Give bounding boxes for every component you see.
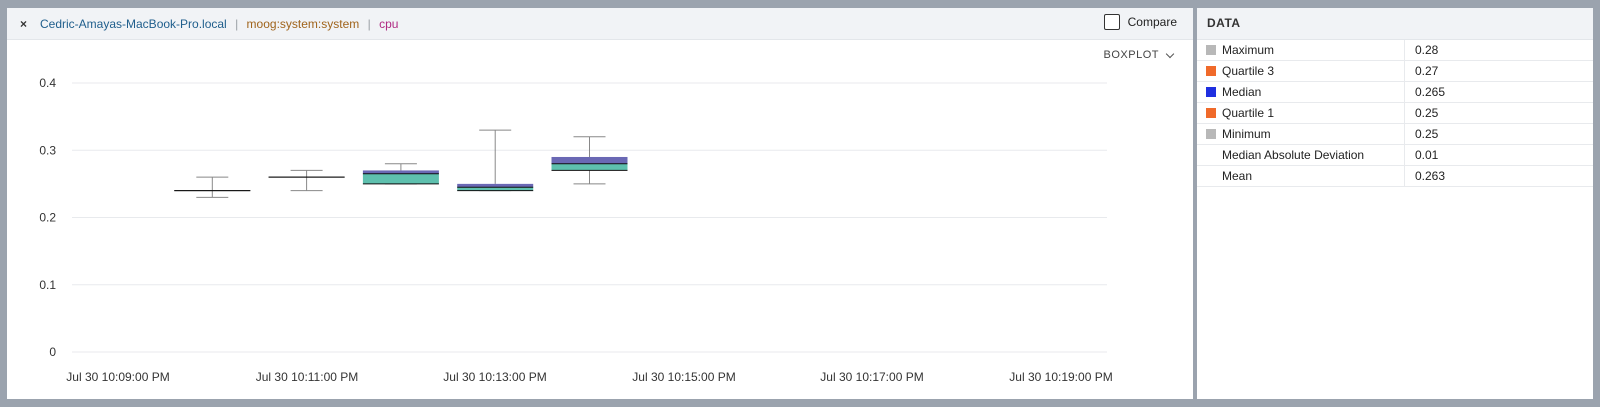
breadcrumb-host[interactable]: Cedric-Amayas-MacBook-Pro.local	[40, 17, 227, 31]
data-row: Quartile 1 0.25	[1197, 102, 1593, 124]
x-tick-label: Jul 30 10:13:00 PM	[443, 370, 546, 384]
data-panel: DATA Maximum 0.28 Quartile 3 0.27 Median 0.26…	[1197, 8, 1593, 399]
legend-swatch	[1206, 66, 1216, 76]
lower-box	[551, 163, 628, 171]
breadcrumb: Cedric-Amayas-MacBook-Pro.local | moog:s…	[40, 17, 398, 31]
data-row-label: Quartile 1	[1222, 106, 1275, 120]
legend-swatch	[1206, 108, 1216, 118]
data-table: Maximum 0.28 Quartile 3 0.27 Median 0.265 Quar…	[1197, 40, 1593, 187]
data-row-label-cell: Minimum	[1197, 123, 1405, 145]
chart-panel: × Cedric-Amayas-MacBook-Pro.local | moog…	[7, 8, 1193, 399]
data-row-label: Median	[1222, 85, 1262, 99]
y-tick-label: 0.1	[39, 278, 56, 292]
data-row-label: Mean	[1222, 169, 1253, 183]
data-row-label: Median Absolute Deviation	[1222, 148, 1365, 162]
data-panel-title: DATA	[1197, 8, 1593, 40]
upper-box	[362, 170, 439, 174]
data-row-value: 0.01	[1404, 144, 1593, 166]
data-row-value: 0.263	[1404, 165, 1593, 187]
close-icon[interactable]: ×	[20, 17, 28, 31]
breadcrumb-separator: |	[367, 17, 371, 31]
data-row: Maximum 0.28	[1197, 40, 1593, 61]
boxplot-chart: 0 0.1 0.2 0.3 0.4 Jul 30 10:09:00 PM Jul 30 10…	[39, 76, 1112, 384]
x-tick-label: Jul 30 10:15:00 PM	[632, 370, 735, 384]
data-row-label-cell: Median Absolute Deviation	[1197, 144, 1405, 166]
legend-swatch	[1206, 150, 1216, 160]
lower-box	[457, 187, 534, 191]
y-tick-label: 0	[49, 345, 56, 359]
data-row: Minimum 0.25	[1197, 123, 1593, 145]
lower-box	[362, 173, 439, 184]
x-tick-label: Jul 30 10:11:00 PM	[256, 370, 359, 384]
data-row: Mean 0.263	[1197, 165, 1593, 187]
y-tick-label: 0.3	[39, 143, 56, 157]
data-row-label-cell: Quartile 3	[1197, 60, 1405, 82]
data-row: Quartile 3 0.27	[1197, 60, 1593, 82]
y-tick-label: 0.2	[39, 211, 56, 225]
breadcrumb-separator: |	[235, 17, 239, 31]
data-row-value: 0.25	[1404, 123, 1593, 145]
legend-swatch	[1206, 171, 1216, 181]
x-tick-label: Jul 30 10:09:00 PM	[66, 370, 169, 384]
chart-type-dropdown[interactable]: BOXPLOT	[1103, 49, 1175, 61]
upper-box	[551, 156, 628, 164]
chart-type-label: BOXPLOT	[1103, 49, 1159, 61]
x-tick-label: Jul 30 10:17:00 PM	[820, 370, 923, 384]
y-tick-label: 0.4	[39, 76, 56, 90]
legend-swatch	[1206, 45, 1216, 55]
data-row-label: Maximum	[1222, 43, 1275, 57]
compare-checkbox[interactable]	[1103, 14, 1120, 30]
compare-toggle[interactable]: Compare	[1103, 14, 1177, 30]
compare-label: Compare	[1127, 15, 1177, 29]
data-row: Median Absolute Deviation 0.01	[1197, 144, 1593, 166]
x-tick-label: Jul 30 10:19:00 PM	[1009, 370, 1112, 384]
breadcrumb-metric[interactable]: moog:system:system	[246, 17, 360, 31]
data-row: Median 0.265	[1197, 81, 1593, 103]
chart-header: × Cedric-Amayas-MacBook-Pro.local | moog…	[7, 8, 1193, 40]
data-row-value: 0.25	[1404, 102, 1593, 124]
data-row-value: 0.265	[1404, 81, 1593, 103]
data-row-value: 0.27	[1404, 60, 1593, 82]
data-row-label: Minimum	[1222, 127, 1271, 141]
data-row-label-cell: Quartile 1	[1197, 102, 1405, 124]
data-row-label-cell: Mean	[1197, 165, 1405, 187]
data-row-label: Quartile 3	[1222, 64, 1275, 78]
upper-box	[457, 183, 534, 188]
breadcrumb-field[interactable]: cpu	[379, 17, 399, 31]
legend-swatch	[1206, 87, 1216, 97]
data-row-label-cell: Median	[1197, 81, 1405, 103]
legend-swatch	[1206, 129, 1216, 139]
data-row-label-cell: Maximum	[1197, 40, 1405, 61]
data-row-value: 0.28	[1404, 40, 1593, 61]
